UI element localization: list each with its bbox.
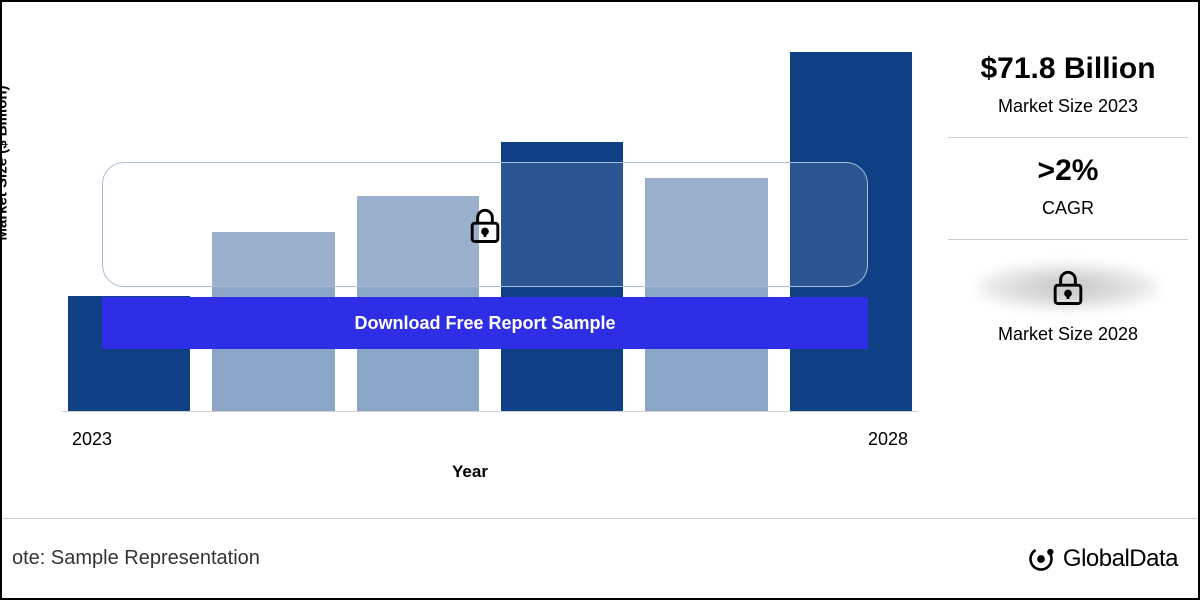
- download-sample-button[interactable]: Download Free Report Sample: [102, 297, 868, 349]
- unlock-overlay: [102, 162, 868, 287]
- brand-logo: GlobalData: [1027, 545, 1178, 573]
- lock-icon: [1046, 265, 1090, 309]
- main-row: Market Size ($ Billion) Download Free Re…: [2, 2, 1198, 492]
- market-size-2028-label: Market Size 2028: [998, 324, 1138, 345]
- market-size-2028-blurred: [978, 264, 1158, 310]
- footer: ote: Sample Representation GlobalData: [2, 518, 1198, 598]
- chart-panel: Market Size ($ Billion) Download Free Re…: [12, 32, 928, 492]
- stat-divider-2: [948, 239, 1188, 240]
- footer-note: ote: Sample Representation: [12, 547, 260, 570]
- x-tick-labels: 2023 2028: [62, 429, 918, 450]
- brand-icon: [1027, 545, 1055, 573]
- x-tick-start: 2023: [72, 429, 112, 450]
- x-axis-label: Year: [12, 462, 928, 482]
- stat-divider-1: [948, 137, 1188, 138]
- x-tick-end: 2028: [868, 429, 908, 450]
- y-axis-label: Market Size ($ Billion): [0, 85, 11, 240]
- download-sample-label: Download Free Report Sample: [354, 313, 615, 334]
- cagr-value: >2%: [1038, 154, 1099, 188]
- lock-icon: [463, 203, 507, 247]
- side-panel: $71.8 Billion Market Size 2023 >2% CAGR …: [928, 32, 1188, 492]
- cagr-label: CAGR: [1042, 198, 1094, 219]
- market-size-2023-label: Market Size 2023: [998, 96, 1138, 117]
- market-size-2023-value: $71.8 Billion: [980, 52, 1155, 86]
- brand-name: GlobalData: [1063, 545, 1178, 573]
